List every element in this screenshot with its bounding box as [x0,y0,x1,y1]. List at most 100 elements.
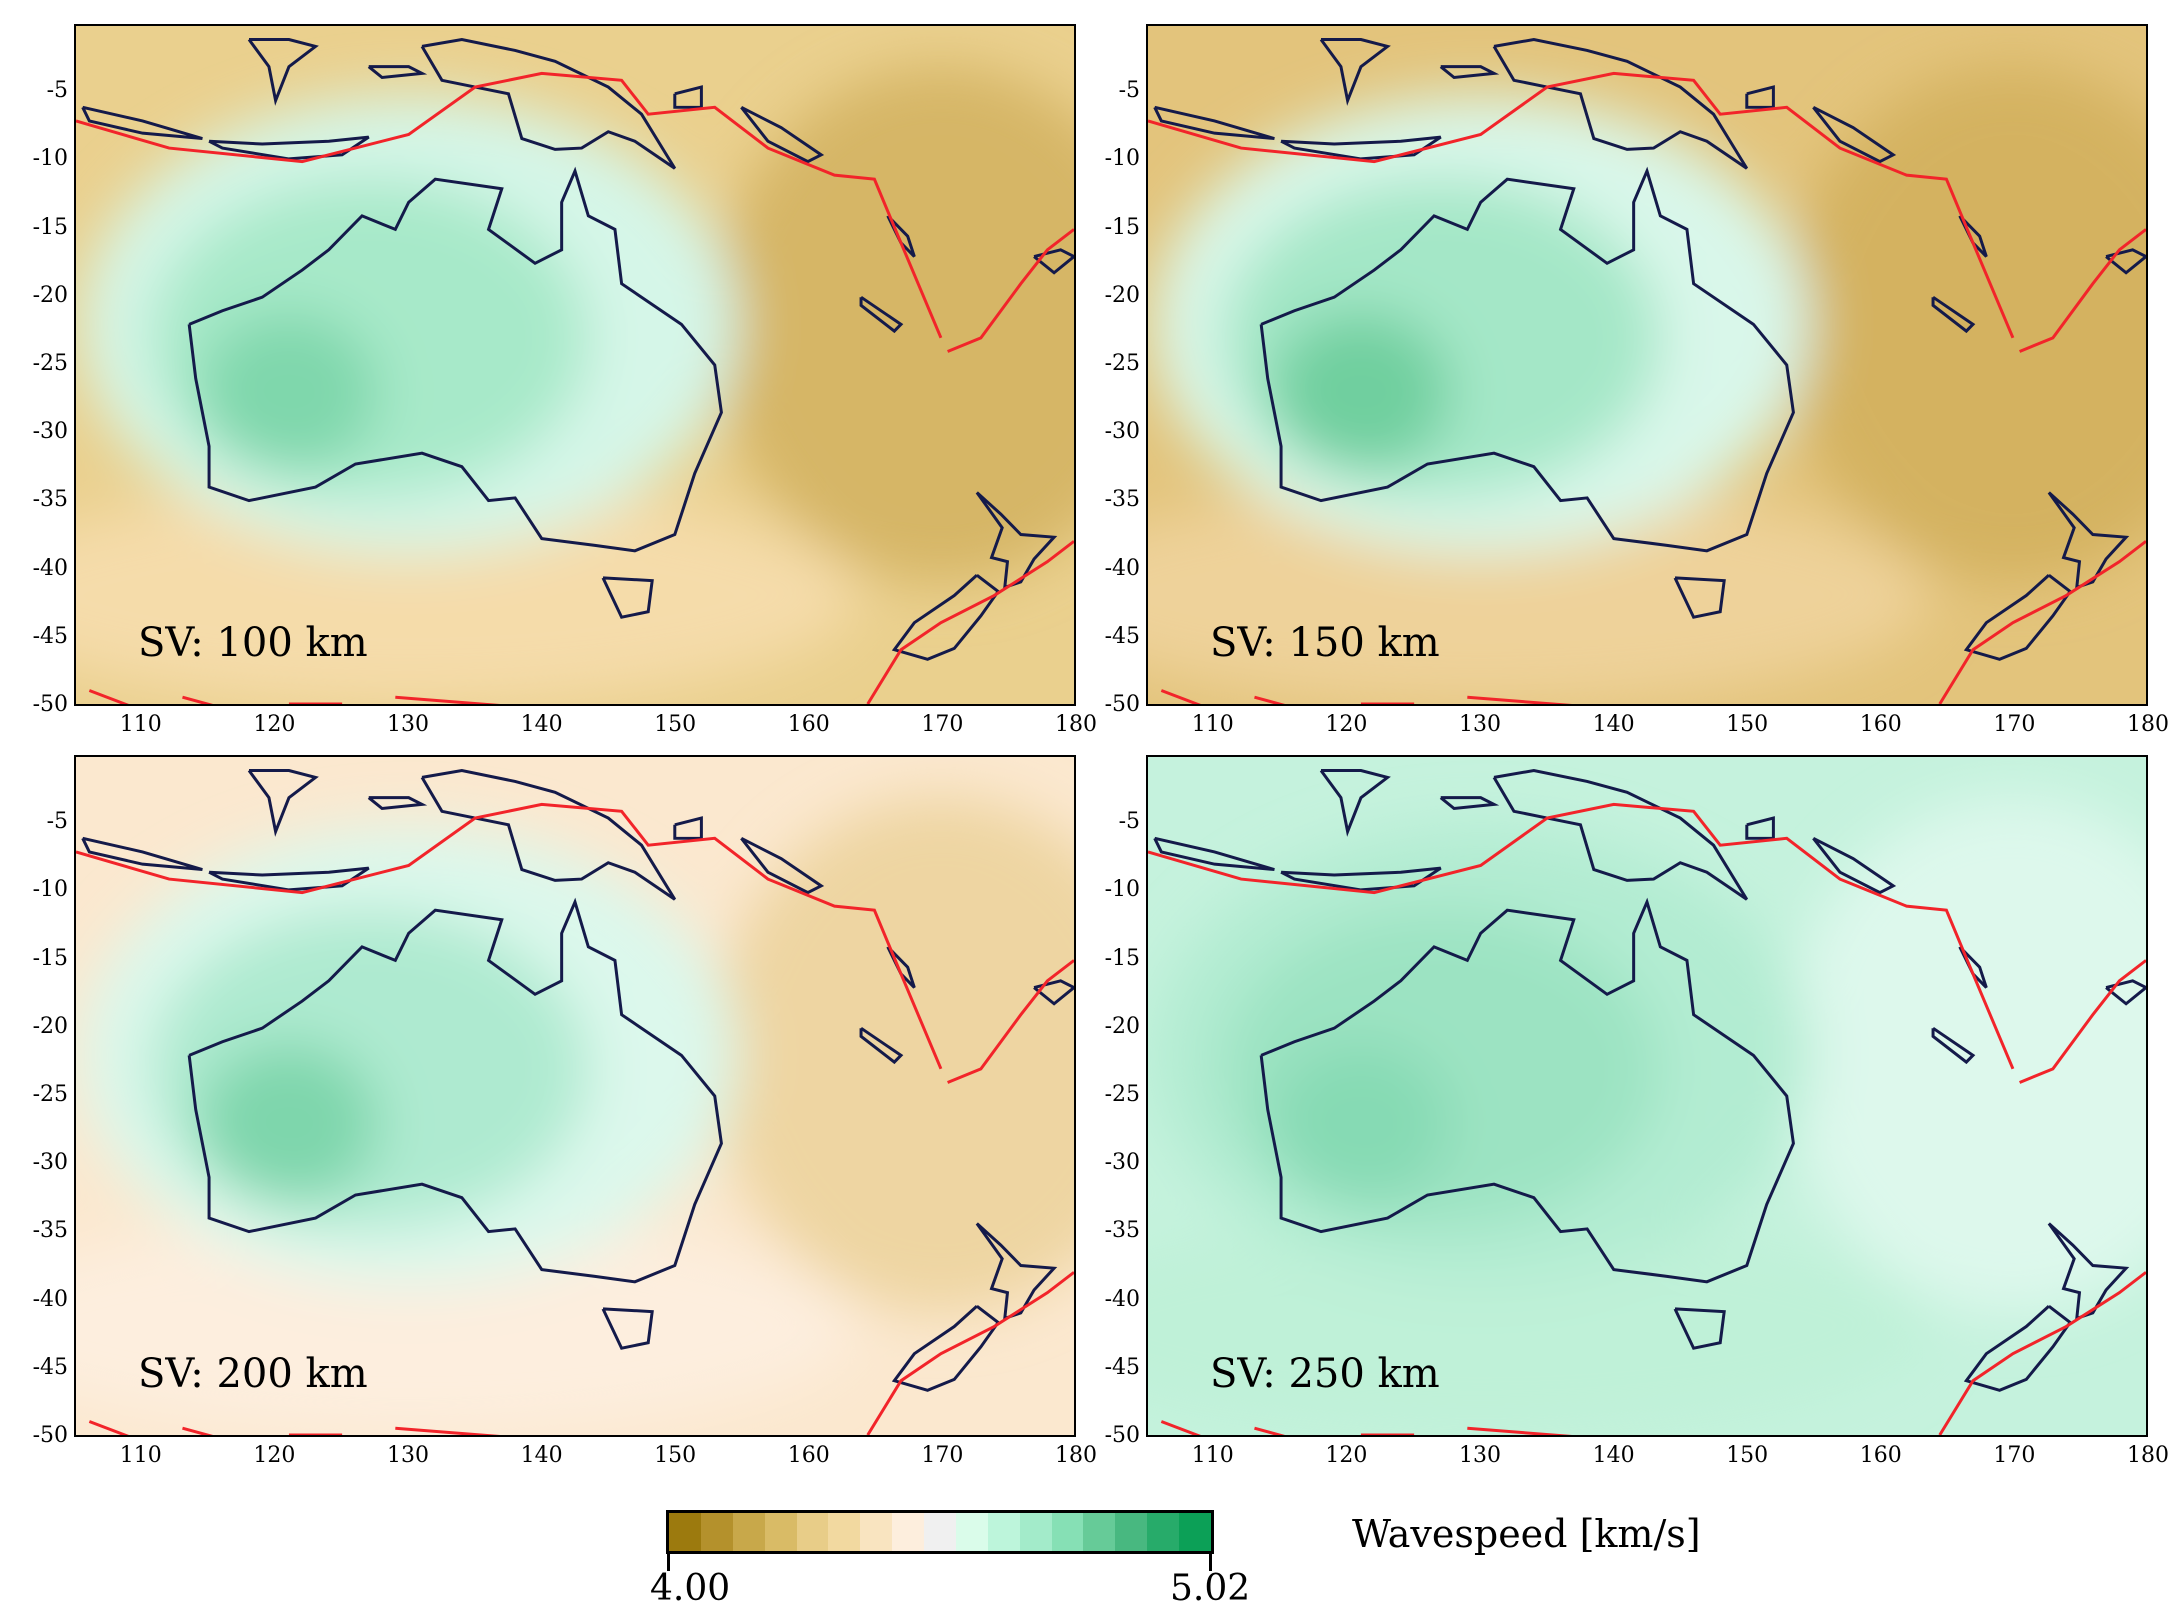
lon-tick-label: 150 [654,1443,697,1468]
lat-tick-label: -5 [46,809,68,835]
lat-tick-label: -20 [32,1013,68,1039]
plate-boundary-line [947,959,1074,1084]
lon-tick-label: 110 [1191,1443,1234,1468]
lat-tick-label: -45 [32,1354,68,1380]
colorbar-tick-min [667,1553,670,1571]
lon-tick-label: 120 [253,1443,296,1468]
coastline [81,836,203,872]
lon-tick-label: 140 [1592,1443,1635,1468]
lat-tick-label: -35 [1104,1218,1140,1244]
coastline [2105,248,2146,275]
plate-boundary-line [182,1426,214,1435]
lat-tick-label: -45 [1104,1354,1140,1380]
coastline [187,897,723,1284]
lat-tick-label: -10 [1104,877,1140,903]
coastline [247,769,319,837]
plate-boundary-line [395,1426,501,1435]
lon-tick-label: 170 [921,712,964,737]
coastline [740,105,825,164]
plate-boundary-line [88,689,129,704]
colorbar-title: Wavespeed [km/s] [1352,1512,1701,1556]
lat-tick-label: -40 [32,555,68,581]
coastline [2105,979,2146,1006]
lon-tick-label: 130 [1459,1443,1501,1468]
plate-boundary-line [1254,695,1286,704]
colorbar-swatch [796,1513,829,1551]
lat-tick-label: -25 [32,1082,68,1107]
lon-tick-label: 120 [1325,1443,1368,1468]
colorbar [666,1510,1214,1554]
coastline [975,491,1058,590]
plate-boundary-line [1160,689,1201,704]
colorbar-swatch [1115,1513,1148,1551]
coastline [1280,135,1442,161]
coastline [208,866,370,892]
colorbar-swatch [955,1513,988,1551]
colorbar-swatch [732,1513,765,1551]
lon-tick-label: 120 [253,712,296,737]
lat-tick-label: -50 [32,1423,68,1448]
plate-boundary-line [2019,228,2146,353]
wavespeed-field [76,796,1074,1435]
lon-tick-label: 110 [119,712,162,737]
lat-tick-label: -25 [1104,351,1140,376]
map-panel: SV: 150 km [1146,24,2148,706]
wavespeed-map [1148,26,2146,704]
panel-depth-label: SV: 150 km [1210,620,1440,666]
colorbar-swatch [669,1513,701,1551]
plate-boundary-line [88,1420,129,1435]
plate-boundary-line [947,228,1074,353]
lat-tick-label: -40 [1104,555,1140,581]
lon-tick-label: 180 [1055,712,1097,737]
lat-tick-label: -50 [1104,1423,1140,1448]
colorbar-swatch [987,1513,1020,1551]
coastline [420,38,677,170]
plate-boundary-line [1254,1426,1286,1435]
lat-tick-label: -5 [1118,78,1140,104]
lat-tick-label: -45 [1104,623,1140,649]
plate-boundary-line [1467,695,1573,704]
coastline [1931,1026,1976,1065]
coastline [1259,897,1795,1284]
coastline [420,769,677,901]
coastline [1033,248,1074,275]
coastline [1492,38,1749,170]
lon-tick-label: 140 [520,712,563,737]
colorbar-swatch [892,1513,924,1551]
coastline [1812,836,1897,895]
lat-tick-label: -5 [1118,809,1140,835]
coastline [601,576,654,619]
plate-boundary-line [76,71,943,339]
plate-boundary-line [866,540,1074,704]
plate-boundary-line [76,802,943,1070]
coastline [1492,769,1749,901]
lat-tick-label: -40 [1104,1286,1140,1312]
coastline [975,1222,1058,1321]
lat-tick-label: -50 [1104,692,1140,717]
lat-tick-label: -15 [1104,945,1140,971]
lon-tick-label: 110 [1191,712,1234,737]
lat-tick-label: -10 [32,877,68,903]
plate-boundaries [76,802,1074,1435]
coastline [367,796,428,811]
lon-tick-label: 150 [1726,712,1769,737]
plate-boundary-line [182,695,214,704]
lat-tick-label: -30 [1104,419,1140,445]
coastline [1153,836,1275,872]
coastline [740,836,825,895]
panel-depth-label: SV: 100 km [138,620,368,666]
panel-depth-label: SV: 200 km [138,1351,368,1397]
colorbar-swatch [828,1513,861,1551]
plate-boundary-line [395,695,501,704]
coastline [891,573,1001,661]
lat-tick-label: -30 [1104,1150,1140,1176]
coastlines [1153,38,2146,661]
coastline [1673,1307,1726,1350]
map-panel: SV: 200 km [74,755,1076,1437]
lat-tick-label: -10 [32,146,68,172]
coastline [1673,576,1726,619]
colorbar-swatch [924,1513,956,1551]
coastline [859,295,904,334]
plate-boundaries [1148,71,2146,704]
coastlines [81,769,1074,1392]
